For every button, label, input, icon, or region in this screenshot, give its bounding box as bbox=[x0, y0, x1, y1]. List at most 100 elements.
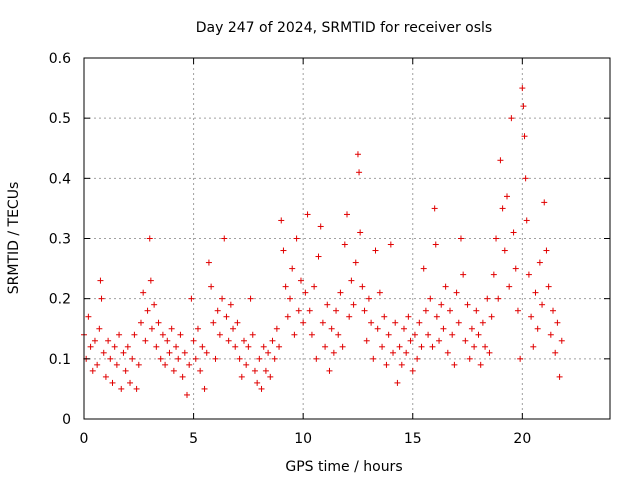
data-point bbox=[127, 379, 134, 386]
data-point bbox=[539, 301, 546, 308]
data-point bbox=[212, 355, 219, 362]
data-point bbox=[129, 355, 136, 362]
y-tick-label: 0.1 bbox=[49, 352, 71, 368]
data-point bbox=[147, 277, 154, 284]
data-point bbox=[354, 151, 361, 158]
data-point bbox=[113, 361, 120, 368]
data-point bbox=[558, 337, 565, 344]
data-point bbox=[153, 343, 160, 350]
data-point bbox=[155, 319, 162, 326]
data-point bbox=[260, 343, 267, 350]
data-point bbox=[273, 325, 280, 332]
axes: 0 0.1 0.2 0.3 0.4 0.5 0.6 0 5 10 15 20 bbox=[49, 51, 610, 447]
chart-title: Day 247 of 2024, SRMTID for receiver osl… bbox=[196, 20, 492, 36]
data-point bbox=[453, 289, 460, 296]
data-point bbox=[280, 247, 287, 254]
data-point bbox=[328, 325, 335, 332]
data-point bbox=[409, 367, 416, 374]
data-point bbox=[227, 301, 234, 308]
data-point bbox=[186, 361, 193, 368]
data-point bbox=[525, 271, 532, 278]
data-point bbox=[236, 355, 243, 362]
data-point bbox=[97, 277, 104, 284]
data-point bbox=[447, 307, 454, 314]
data-point bbox=[85, 313, 92, 320]
data-point bbox=[205, 259, 212, 266]
y-tick-label: 0.3 bbox=[49, 232, 71, 248]
data-point bbox=[146, 235, 153, 242]
data-point bbox=[405, 313, 412, 320]
data-point bbox=[556, 373, 563, 380]
data-point bbox=[376, 289, 383, 296]
data-point bbox=[436, 337, 443, 344]
data-point bbox=[361, 307, 368, 314]
data-point bbox=[258, 385, 265, 392]
data-point bbox=[455, 319, 462, 326]
data-point bbox=[352, 259, 359, 266]
data-point bbox=[94, 361, 101, 368]
data-point bbox=[536, 259, 543, 266]
data-point bbox=[390, 349, 397, 356]
data-point bbox=[91, 337, 98, 344]
data-point bbox=[484, 295, 491, 302]
data-point bbox=[188, 295, 195, 302]
data-point bbox=[107, 355, 114, 362]
data-point bbox=[479, 319, 486, 326]
data-point bbox=[230, 325, 237, 332]
data-point bbox=[468, 325, 475, 332]
data-point bbox=[356, 169, 363, 176]
data-point bbox=[179, 373, 186, 380]
data-point bbox=[308, 331, 315, 338]
data-point bbox=[210, 319, 217, 326]
data-point bbox=[510, 229, 517, 236]
data-point bbox=[363, 337, 370, 344]
data-point bbox=[433, 313, 440, 320]
data-point bbox=[225, 337, 232, 344]
data-point bbox=[232, 343, 239, 350]
data-point bbox=[164, 337, 171, 344]
data-point bbox=[295, 307, 302, 314]
data-point bbox=[372, 247, 379, 254]
data-point bbox=[418, 343, 425, 350]
data-point bbox=[243, 361, 250, 368]
data-point bbox=[385, 331, 392, 338]
data-point bbox=[464, 301, 471, 308]
data-point bbox=[438, 301, 445, 308]
data-point bbox=[414, 355, 421, 362]
x-axis-label: GPS time / hours bbox=[285, 459, 402, 475]
data-point bbox=[175, 355, 182, 362]
data-point bbox=[374, 325, 381, 332]
data-point bbox=[379, 343, 386, 350]
data-point bbox=[477, 361, 484, 368]
y-tick-label: 0.6 bbox=[49, 51, 71, 67]
data-point bbox=[289, 265, 296, 272]
data-point bbox=[337, 289, 344, 296]
data-point bbox=[425, 331, 432, 338]
data-point bbox=[488, 313, 495, 320]
data-point bbox=[251, 367, 258, 374]
data-point bbox=[109, 379, 116, 386]
data-point bbox=[407, 337, 414, 344]
data-point bbox=[184, 391, 191, 398]
data-point bbox=[317, 223, 324, 230]
data-point bbox=[420, 265, 427, 272]
data-point bbox=[411, 331, 418, 338]
x-tick-label: 5 bbox=[189, 431, 198, 447]
data-point bbox=[449, 331, 456, 338]
data-point bbox=[522, 175, 529, 182]
data-point bbox=[392, 319, 399, 326]
data-point bbox=[284, 313, 291, 320]
data-point bbox=[120, 349, 127, 356]
data-point bbox=[208, 283, 215, 290]
data-point bbox=[495, 295, 502, 302]
data-point bbox=[240, 337, 247, 344]
data-point bbox=[100, 349, 107, 356]
data-point bbox=[475, 331, 482, 338]
data-point bbox=[357, 229, 364, 236]
data-point bbox=[162, 361, 169, 368]
data-point bbox=[137, 319, 144, 326]
data-point bbox=[116, 331, 123, 338]
data-point bbox=[344, 211, 350, 218]
data-point bbox=[89, 367, 96, 374]
